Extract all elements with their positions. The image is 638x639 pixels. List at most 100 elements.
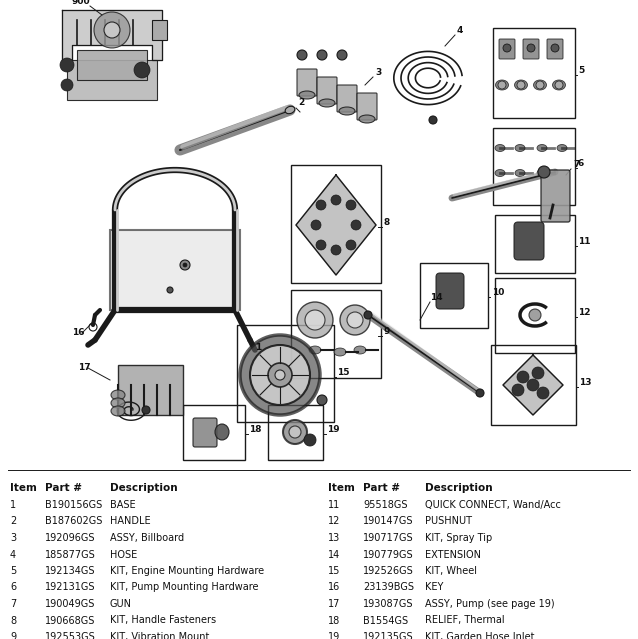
Ellipse shape <box>514 80 528 90</box>
Text: 23139BGS: 23139BGS <box>363 583 414 592</box>
Bar <box>77 50 147 80</box>
Text: 13: 13 <box>579 378 591 387</box>
Circle shape <box>305 310 325 330</box>
Bar <box>291 165 381 283</box>
Ellipse shape <box>359 115 375 123</box>
FancyBboxPatch shape <box>337 85 357 112</box>
Text: 19: 19 <box>328 632 340 639</box>
Circle shape <box>317 395 327 405</box>
Text: 5: 5 <box>578 66 584 75</box>
Text: 14: 14 <box>328 550 340 560</box>
FancyBboxPatch shape <box>547 39 563 59</box>
Text: QUICK CONNECT, Wand/Acc: QUICK CONNECT, Wand/Acc <box>425 500 561 510</box>
Circle shape <box>527 379 539 391</box>
Circle shape <box>317 50 327 60</box>
Bar <box>110 230 240 310</box>
Circle shape <box>180 260 190 270</box>
Bar <box>493 128 575 205</box>
Text: 8: 8 <box>384 218 390 227</box>
Ellipse shape <box>537 169 547 176</box>
Ellipse shape <box>334 348 346 356</box>
Text: Description: Description <box>110 483 177 493</box>
Text: KIT, Handle Fasteners: KIT, Handle Fasteners <box>110 615 216 626</box>
Circle shape <box>316 240 326 250</box>
Text: 9: 9 <box>10 632 16 639</box>
Circle shape <box>240 335 320 415</box>
Text: 192526GS: 192526GS <box>363 566 414 576</box>
Circle shape <box>340 305 370 335</box>
Circle shape <box>331 195 341 205</box>
Text: KEY: KEY <box>425 583 443 592</box>
Circle shape <box>351 220 361 230</box>
Circle shape <box>476 389 484 397</box>
Text: 1: 1 <box>255 343 261 352</box>
Ellipse shape <box>111 390 125 400</box>
FancyBboxPatch shape <box>541 170 570 222</box>
Circle shape <box>289 426 301 438</box>
Ellipse shape <box>285 106 295 114</box>
Text: KIT, Engine Mounting Hardware: KIT, Engine Mounting Hardware <box>110 566 264 576</box>
Text: 16: 16 <box>72 328 84 337</box>
Text: 11: 11 <box>578 237 591 246</box>
Ellipse shape <box>537 144 547 151</box>
Text: 5: 5 <box>10 566 16 576</box>
Text: HOSE: HOSE <box>110 550 137 560</box>
Circle shape <box>297 302 333 338</box>
Ellipse shape <box>495 169 505 176</box>
Circle shape <box>538 166 550 178</box>
Text: 3: 3 <box>375 68 382 77</box>
Circle shape <box>250 345 310 405</box>
Text: Part #: Part # <box>45 483 82 493</box>
Text: 190147GS: 190147GS <box>363 516 413 527</box>
Ellipse shape <box>495 144 505 151</box>
FancyBboxPatch shape <box>514 222 544 260</box>
Circle shape <box>555 81 563 89</box>
Text: 12: 12 <box>328 516 341 527</box>
Text: 8: 8 <box>10 615 16 626</box>
Text: 7: 7 <box>573 160 579 169</box>
Text: 95518GS: 95518GS <box>363 500 408 510</box>
Circle shape <box>167 287 173 293</box>
Text: 192096GS: 192096GS <box>45 533 96 543</box>
Ellipse shape <box>354 346 366 354</box>
Circle shape <box>536 81 544 89</box>
Bar <box>67 60 157 100</box>
Circle shape <box>104 22 120 38</box>
Text: KIT, Vibration Mount: KIT, Vibration Mount <box>110 632 209 639</box>
Ellipse shape <box>515 169 525 176</box>
Text: KIT, Spray Tip: KIT, Spray Tip <box>425 533 493 543</box>
Text: 190049GS: 190049GS <box>45 599 95 609</box>
Circle shape <box>61 79 73 91</box>
Ellipse shape <box>299 91 315 99</box>
Text: 900: 900 <box>72 0 91 6</box>
Text: B1554GS: B1554GS <box>363 615 408 626</box>
Circle shape <box>364 311 372 319</box>
Text: BASE: BASE <box>110 500 136 510</box>
Circle shape <box>183 263 187 267</box>
Circle shape <box>346 200 356 210</box>
Circle shape <box>297 50 307 60</box>
Circle shape <box>311 220 321 230</box>
Polygon shape <box>503 355 563 415</box>
Bar <box>495 215 575 273</box>
Bar <box>493 28 575 118</box>
FancyBboxPatch shape <box>436 273 464 309</box>
Text: 15: 15 <box>328 566 341 576</box>
Circle shape <box>94 12 130 48</box>
Text: PUSHNUT: PUSHNUT <box>425 516 472 527</box>
Text: 19: 19 <box>327 425 339 434</box>
Text: 10: 10 <box>492 288 505 297</box>
Circle shape <box>331 245 341 255</box>
Circle shape <box>142 406 150 414</box>
Text: 17: 17 <box>78 363 91 372</box>
Circle shape <box>532 367 544 379</box>
Text: 192134GS: 192134GS <box>45 566 96 576</box>
Text: 192553GS: 192553GS <box>45 632 96 639</box>
Text: 14: 14 <box>430 293 443 302</box>
Text: 190779GS: 190779GS <box>363 550 413 560</box>
Circle shape <box>347 312 363 328</box>
Ellipse shape <box>309 346 321 354</box>
Circle shape <box>304 434 316 446</box>
Text: 4: 4 <box>457 26 463 35</box>
Text: GUN: GUN <box>110 599 132 609</box>
